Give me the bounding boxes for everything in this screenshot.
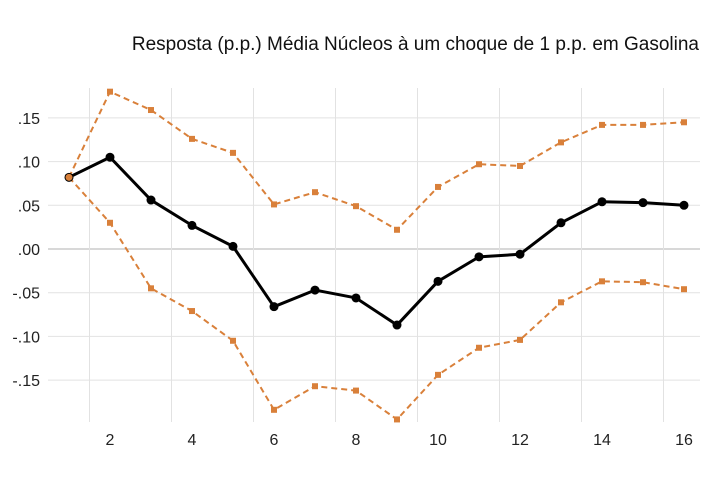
series-2-point [189, 308, 195, 315]
x-tick-label: 12 [511, 432, 529, 449]
series-2-point [599, 278, 605, 285]
series-0-point [351, 293, 361, 303]
x-tick-label: 10 [429, 432, 447, 449]
series-0-point [474, 252, 484, 262]
series-1-point [353, 203, 359, 210]
series-1-point [476, 161, 482, 168]
series-0-point [556, 218, 566, 228]
series-0-point [187, 220, 197, 230]
series-1-point [230, 149, 236, 156]
y-tick-label: -.10 [12, 329, 40, 346]
series-2-point [107, 219, 113, 226]
series-line-2 [68, 176, 685, 421]
series-1-point [107, 88, 113, 95]
series-1-point [312, 189, 318, 196]
x-tick-label: 6 [270, 432, 279, 449]
series-1-point [435, 183, 441, 190]
series-line-0 [68, 155, 685, 327]
series-0-point [392, 320, 402, 330]
series-2-point [353, 387, 359, 394]
x-tick-label: 8 [352, 432, 361, 449]
series-2-point [517, 336, 523, 343]
series-2-point [435, 371, 441, 378]
y-tick-label: .05 [18, 198, 40, 215]
y-tick-label: -.05 [12, 286, 40, 303]
x-tick-label: 16 [675, 432, 693, 449]
y-tick-label: .00 [18, 242, 40, 259]
chart-title: Resposta (p.p.) Média Núcleos à um choqu… [131, 34, 699, 55]
series-0-point [269, 302, 279, 312]
series-0-point [105, 152, 115, 162]
y-tick-label: .15 [18, 111, 40, 128]
series-1-point [189, 135, 195, 142]
series-2-point [640, 279, 646, 286]
series-0-point [310, 285, 320, 295]
series-1-point [394, 226, 400, 233]
series-1-point [599, 121, 605, 128]
series-1-point [148, 107, 154, 114]
start-point [65, 173, 73, 181]
series-0-point [433, 276, 443, 286]
series-1-point [558, 139, 564, 146]
series-0-point [515, 249, 525, 259]
y-tick-label: -.15 [12, 373, 40, 390]
series-0-point [228, 241, 238, 251]
series-2-point [271, 406, 277, 413]
series-0-point [146, 195, 156, 205]
x-tick-label: 14 [593, 432, 611, 449]
series-2-point [558, 299, 564, 306]
series-2-point [148, 285, 154, 292]
series-0-point [597, 197, 607, 207]
x-tick-label: 2 [106, 432, 115, 449]
series-1-point [271, 201, 277, 208]
series-2-point [476, 344, 482, 351]
series-0-point [679, 200, 689, 210]
series-2-point [230, 337, 236, 344]
series-0-point [638, 198, 648, 208]
series-1-point [517, 162, 523, 169]
series-2-point [394, 416, 400, 423]
y-tick-label: .10 [18, 155, 40, 172]
series-line-1 [68, 90, 685, 231]
x-tick-label: 4 [188, 432, 197, 449]
series-1-point [681, 119, 687, 126]
series-1-point [640, 121, 646, 128]
series-2-point [312, 383, 318, 390]
series-2-point [681, 286, 687, 293]
